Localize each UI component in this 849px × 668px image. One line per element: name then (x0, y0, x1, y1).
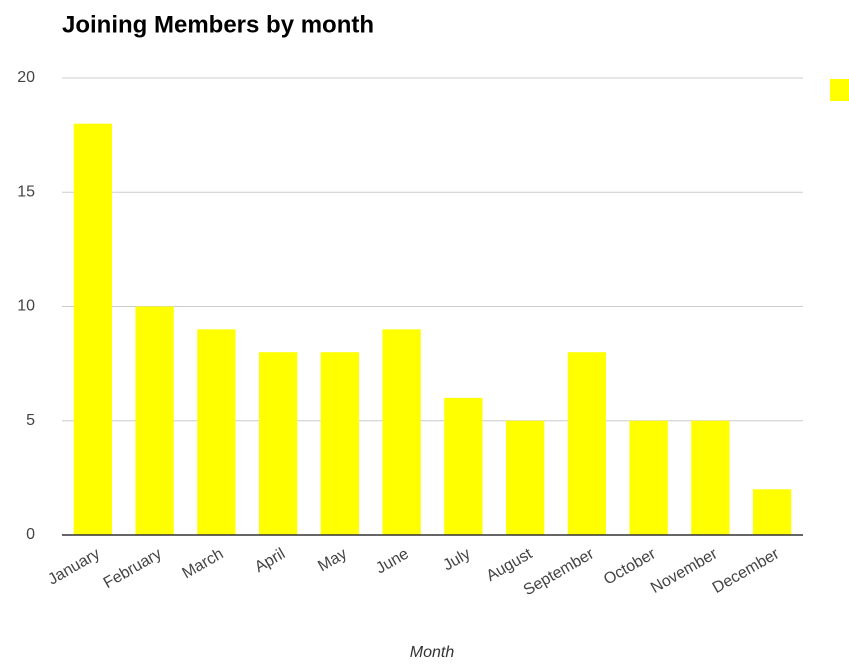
y-tick-label: 20 (17, 69, 35, 86)
bar (197, 329, 236, 535)
x-tick-label: February (101, 545, 165, 592)
bar (691, 420, 730, 535)
bar (629, 420, 668, 535)
x-tick-label: March (179, 545, 226, 582)
chart-title: Joining Members by month (62, 11, 374, 38)
x-tick-label: January (45, 545, 103, 588)
x-tick-label: September (521, 545, 598, 599)
bar (444, 397, 483, 535)
bar (505, 420, 545, 535)
x-tick-label: June (373, 545, 412, 577)
y-tick-label: 0 (26, 526, 35, 543)
x-tick-label: December (710, 545, 783, 597)
bar (567, 352, 607, 535)
x-tick-label: April (252, 545, 288, 576)
y-tick-label: 15 (17, 183, 35, 200)
bar (135, 306, 174, 535)
x-tick-label: August (484, 545, 536, 585)
bar (258, 352, 298, 535)
x-tick-label: July (440, 545, 473, 574)
x-axis-label: Month (410, 644, 455, 661)
bar (73, 123, 113, 535)
y-tick-label: 10 (17, 298, 35, 315)
bar (752, 489, 792, 535)
y-tick-label: 5 (26, 412, 35, 429)
x-tick-label: May (315, 545, 350, 575)
x-tick-label: November (648, 545, 721, 597)
bar (382, 329, 421, 535)
legend-swatch (830, 79, 849, 101)
bar (320, 352, 360, 535)
